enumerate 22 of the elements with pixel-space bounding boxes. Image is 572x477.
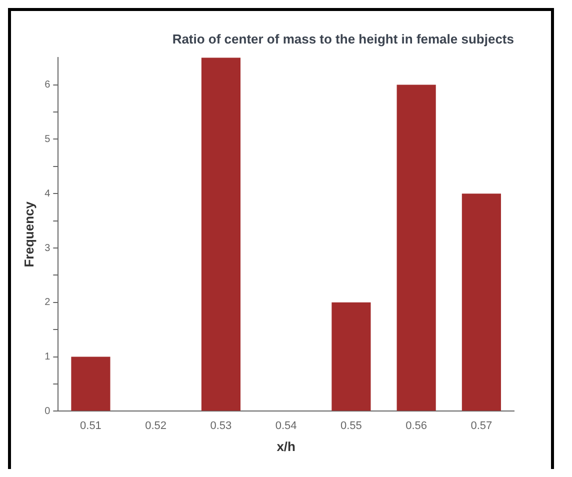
- x-tick-label: 0.51: [80, 420, 102, 432]
- y-tick-label: 0: [44, 406, 51, 417]
- bar: [201, 58, 240, 411]
- bar: [71, 356, 110, 411]
- chart-title: Ratio of center of mass to the height in female subjects: [172, 31, 514, 46]
- x-tick-label: 0.55: [340, 420, 362, 432]
- y-tick-label: 5: [44, 134, 51, 145]
- y-tick-label: 3: [44, 242, 51, 254]
- y-tick-label: 4: [44, 188, 51, 200]
- y-tick-label: 1: [44, 352, 51, 363]
- bar: [396, 84, 436, 411]
- x-tick-label: 0.52: [145, 420, 167, 432]
- y-tick-label: 6: [44, 80, 51, 91]
- x-axis-title: x/h: [276, 438, 296, 454]
- x-tick-label: 0.54: [275, 420, 297, 432]
- bar: [332, 302, 371, 411]
- x-tick-label: 0.56: [406, 420, 428, 432]
- y-tick-label: 2: [44, 297, 51, 308]
- x-tick-label: 0.57: [470, 420, 492, 432]
- y-axis-title: Frequency: [21, 200, 36, 268]
- bar: [462, 194, 501, 411]
- x-tick-label: 0.53: [210, 420, 232, 432]
